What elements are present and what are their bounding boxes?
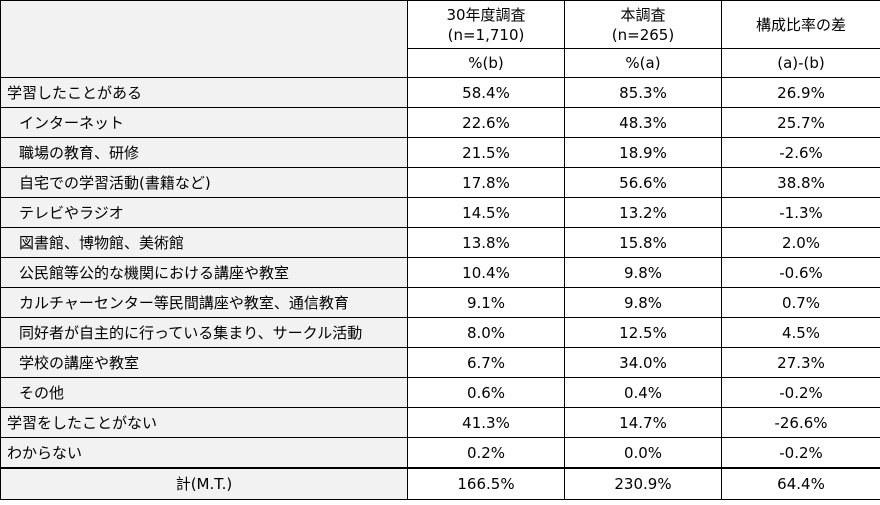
header-this-survey-title: 本調査 xyxy=(620,5,666,24)
value-current: 9.8% xyxy=(564,287,722,318)
header-prior-survey-n: (n=1,710) xyxy=(447,25,525,44)
table-row: 図書館、博物館、美術館 13.8% 15.8% 2.0% xyxy=(0,227,880,258)
header-this-survey-n: (n=265) xyxy=(611,25,675,44)
value-prior: 6.7% xyxy=(407,347,565,378)
table-row: わからない 0.2% 0.0% -0.2% xyxy=(0,437,880,469)
header-corner-cell xyxy=(0,0,408,78)
table-row: 学校の講座や教室 6.7% 34.0% 27.3% xyxy=(0,347,880,378)
value-current: 13.2% xyxy=(564,197,722,228)
value-difference: 25.7% xyxy=(721,107,880,138)
table-row: その他 0.6% 0.4% -0.2% xyxy=(0,377,880,408)
table-row: インターネット 22.6% 48.3% 25.7% xyxy=(0,107,880,138)
value-difference: -26.6% xyxy=(721,407,880,438)
row-label: 図書館、博物館、美術館 xyxy=(0,227,408,258)
header-ratio-difference: 構成比率の差 xyxy=(721,0,880,49)
value-prior: 17.8% xyxy=(407,167,565,198)
value-difference: -0.2% xyxy=(721,377,880,408)
value-difference: -1.3% xyxy=(721,197,880,228)
value-current: 0.0% xyxy=(564,437,722,469)
total-row: 計(M.T.) 166.5% 230.9% 64.4% xyxy=(0,467,880,500)
value-prior: 21.5% xyxy=(407,137,565,168)
table-row: 職場の教育、研修 21.5% 18.9% -2.6% xyxy=(0,137,880,168)
header-prior-survey-title: 30年度調査 xyxy=(446,5,526,24)
value-prior: 8.0% xyxy=(407,317,565,348)
value-prior: 22.6% xyxy=(407,107,565,138)
header-row: 30年度調査 (n=1,710) 本調査 (n=265) 構成比率の差 xyxy=(0,0,880,78)
value-current: 0.4% xyxy=(564,377,722,408)
value-current: 18.9% xyxy=(564,137,722,168)
unit-prior-survey: %(b) xyxy=(407,48,565,78)
table-row: 学習したことがある 58.4% 85.3% 26.9% xyxy=(0,77,880,108)
value-current: 12.5% xyxy=(564,317,722,348)
header-prior-survey: 30年度調査 (n=1,710) xyxy=(407,0,565,49)
header-ratio-difference-title: 構成比率の差 xyxy=(755,15,846,34)
value-difference: 0.7% xyxy=(721,287,880,318)
row-label: 学校の講座や教室 xyxy=(0,347,408,378)
value-prior: 10.4% xyxy=(407,257,565,288)
value-current: 14.7% xyxy=(564,407,722,438)
value-prior: 9.1% xyxy=(407,287,565,318)
value-current: 56.6% xyxy=(564,167,722,198)
value-difference: -0.2% xyxy=(721,437,880,469)
table-row: カルチャーセンター等民間講座や教室、通信教育 9.1% 9.8% 0.7% xyxy=(0,287,880,318)
value-difference: 38.8% xyxy=(721,167,880,198)
value-current: 9.8% xyxy=(564,257,722,288)
value-prior: 14.5% xyxy=(407,197,565,228)
table-row: 同好者が自主的に行っている集まり、サークル活動 8.0% 12.5% 4.5% xyxy=(0,317,880,348)
unit-ratio-difference: (a)-(b) xyxy=(721,48,880,78)
value-difference: 26.9% xyxy=(721,77,880,108)
value-prior: 0.6% xyxy=(407,377,565,408)
total-prior: 166.5% xyxy=(407,467,565,500)
row-label: 同好者が自主的に行っている集まり、サークル活動 xyxy=(0,317,408,348)
header-this-survey: 本調査 (n=265) xyxy=(564,0,722,49)
table-row: テレビやラジオ 14.5% 13.2% -1.3% xyxy=(0,197,880,228)
row-label: 学習したことがある xyxy=(0,77,408,108)
value-current: 34.0% xyxy=(564,347,722,378)
row-label: 公民館等公的な機関における講座や教室 xyxy=(0,257,408,288)
value-prior: 41.3% xyxy=(407,407,565,438)
table-row: 学習をしたことがない 41.3% 14.7% -26.6% xyxy=(0,407,880,438)
unit-this-survey: %(a) xyxy=(564,48,722,78)
row-label: テレビやラジオ xyxy=(0,197,408,228)
value-difference: -0.6% xyxy=(721,257,880,288)
row-label: インターネット xyxy=(0,107,408,138)
value-prior: 58.4% xyxy=(407,77,565,108)
row-label: カルチャーセンター等民間講座や教室、通信教育 xyxy=(0,287,408,318)
table-row: 自宅での学習活動(書籍など) 17.8% 56.6% 38.8% xyxy=(0,167,880,198)
value-difference: 27.3% xyxy=(721,347,880,378)
total-difference: 64.4% xyxy=(721,467,880,500)
row-label: わからない xyxy=(0,437,408,469)
value-current: 85.3% xyxy=(564,77,722,108)
value-current: 48.3% xyxy=(564,107,722,138)
table-row: 公民館等公的な機関における講座や教室 10.4% 9.8% -0.6% xyxy=(0,257,880,288)
value-current: 15.8% xyxy=(564,227,722,258)
value-difference: 4.5% xyxy=(721,317,880,348)
total-label: 計(M.T.) xyxy=(0,467,408,500)
value-difference: -2.6% xyxy=(721,137,880,168)
row-label: 自宅での学習活動(書籍など) xyxy=(0,167,408,198)
value-prior: 13.8% xyxy=(407,227,565,258)
row-label: その他 xyxy=(0,377,408,408)
row-label: 職場の教育、研修 xyxy=(0,137,408,168)
value-difference: 2.0% xyxy=(721,227,880,258)
total-current: 230.9% xyxy=(564,467,722,500)
value-prior: 0.2% xyxy=(407,437,565,469)
row-label: 学習をしたことがない xyxy=(0,407,408,438)
